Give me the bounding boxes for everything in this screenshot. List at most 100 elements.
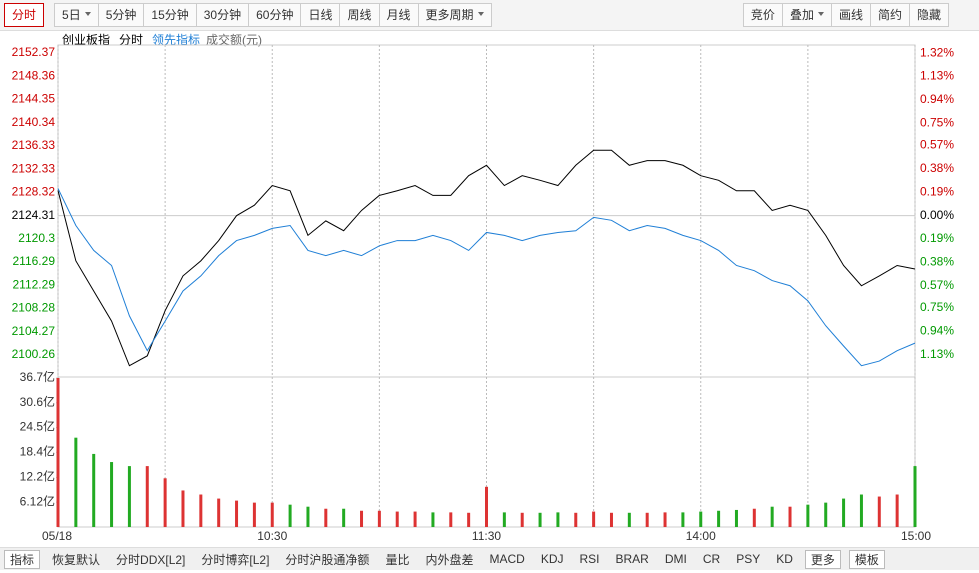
volume-tick-label: 24.5亿	[20, 419, 55, 434]
bottom-tab[interactable]: PSY	[736, 552, 761, 566]
volume-bar	[252, 502, 256, 527]
y-tick-label: 2112.29	[13, 277, 56, 291]
volume-bar	[538, 512, 542, 527]
x-tick-label: 14:00	[686, 529, 716, 543]
y2-tick-label: 0.38%	[920, 255, 954, 269]
legend-mode: 分时	[119, 33, 143, 47]
volume-bar	[377, 510, 381, 527]
bottom-tab[interactable]: 指标	[4, 549, 41, 569]
volume-tick-label: 12.2亿	[20, 469, 55, 484]
y2-tick-label: 0.38%	[920, 161, 954, 175]
volume-bar	[288, 504, 292, 527]
volume-bar	[520, 512, 524, 527]
toolbar-button[interactable]: 60分钟	[248, 3, 302, 27]
bottom-tab[interactable]: 分时DDX[L2]	[116, 552, 186, 567]
volume-bar	[235, 500, 239, 527]
bottom-tab[interactable]: MACD	[489, 552, 525, 566]
volume-bar	[110, 462, 114, 527]
volume-bar	[145, 466, 149, 527]
volume-bar	[270, 502, 274, 527]
bottom-tab[interactable]: KDJ	[540, 552, 564, 566]
toolbar-button[interactable]: 简约	[869, 3, 910, 27]
y-tick-label: 2108.28	[12, 301, 56, 315]
y2-tick-label: 1.13%	[920, 69, 954, 83]
chart: 创业板指 分时 领先指标 成交额(元) 05/18 10:30 11:30 14:00…	[12, 32, 955, 543]
volume-bar	[770, 506, 774, 527]
y-tick-label: 2148.36	[12, 68, 56, 82]
y2-tick-label: 0.19%	[920, 184, 954, 198]
bottom-tab[interactable]: CR	[702, 552, 721, 566]
volume-bar	[502, 512, 506, 527]
volume-bar	[842, 498, 846, 527]
y2-tick-label: 1.13%	[920, 347, 954, 361]
volume-bar	[74, 437, 78, 527]
y-tick-label: 2140.34	[12, 115, 56, 129]
bottom-tab[interactable]: RSI	[579, 552, 600, 566]
volume-bar	[92, 453, 96, 527]
volume-bar	[127, 466, 131, 527]
y-tick-label: 2132.33	[12, 161, 56, 175]
volume-bar	[806, 504, 810, 527]
bottom-tab[interactable]: 分时沪股通净额	[285, 552, 370, 567]
bottom-tab[interactable]: 量比	[385, 552, 410, 567]
y2-tick-label: 0.00%	[920, 208, 954, 222]
legend-volume: 成交额(元)	[206, 32, 262, 47]
y-tick-label: 2104.27	[12, 324, 56, 338]
bottom-tab[interactable]: 内外盘差	[425, 552, 474, 567]
x-tick-label: 15:00	[901, 529, 931, 543]
volume-bar	[56, 378, 60, 527]
y-tick-label: 2100.26	[12, 347, 56, 361]
toolbar-button[interactable]: 日线	[300, 3, 341, 27]
y2-tick-label: 0.94%	[920, 92, 954, 106]
toolbar-button[interactable]: 月线	[378, 3, 419, 27]
volume-bar	[627, 512, 631, 527]
toolbar-button[interactable]: 竞价	[742, 3, 783, 27]
y2-tick-label: 0.75%	[920, 115, 954, 129]
volume-bar	[681, 512, 685, 527]
volume-bar	[306, 506, 310, 527]
toolbar-button[interactable]: 周线	[339, 3, 380, 27]
bottom-tab[interactable]: 分时博弈[L2]	[201, 552, 270, 567]
toolbar-button[interactable]: 隐藏	[908, 3, 949, 27]
y2-tick-label: 0.94%	[920, 324, 954, 338]
volume-bar	[574, 512, 578, 527]
toolbar-button[interactable]: 分时	[4, 3, 45, 27]
toolbar-button[interactable]: 画线	[830, 3, 871, 27]
toolbar-button[interactable]: 叠加	[781, 3, 832, 27]
volume-bar	[752, 508, 756, 527]
volume-bar	[699, 511, 703, 527]
toolbar-button[interactable]: 30分钟	[195, 3, 250, 27]
volume-bar	[824, 502, 828, 527]
toolbar-button[interactable]: 5分钟	[97, 3, 145, 27]
y-tick-label: 2136.33	[12, 138, 56, 152]
x-tick-label: 05/18	[42, 529, 72, 543]
toolbar-button[interactable]: 15分钟	[143, 3, 197, 27]
volume-bar	[342, 508, 346, 527]
volume-bar	[217, 498, 221, 527]
price-line	[57, 149, 916, 367]
volume-tick-label: 30.6亿	[20, 394, 55, 409]
bottom-tab[interactable]: 模板	[848, 549, 885, 569]
bottom-tab[interactable]: BRAR	[615, 552, 649, 566]
bottom-tabs: 指标 恢复默认 分时DDX[L2] 分时博弈[L2] 分时沪股通净额 量比 内外盘差 MACD…	[0, 547, 979, 570]
y2-tick-label: 0.57%	[920, 278, 954, 292]
volume-bar	[877, 496, 881, 527]
legend-lead: 领先指标	[152, 32, 200, 47]
x-tick-label: 10:30	[257, 529, 287, 543]
y-tick-label: 2128.32	[12, 185, 56, 199]
price-line	[57, 188, 916, 367]
toolbar-button[interactable]: 更多周期	[417, 3, 492, 27]
bottom-tab[interactable]: DMI	[664, 552, 687, 566]
y2-tick-label: 1.32%	[920, 45, 954, 59]
bottom-tab[interactable]: 恢复默认	[52, 552, 101, 567]
volume-bar	[431, 512, 435, 527]
volume-bar	[181, 490, 185, 527]
volume-bar	[788, 506, 792, 527]
y-tick-label: 2124.31	[12, 208, 56, 222]
bottom-tab[interactable]: 更多	[804, 549, 841, 569]
volume-bar	[717, 510, 721, 527]
volume-bar	[859, 494, 863, 527]
bottom-tab[interactable]: KD	[776, 552, 793, 566]
volume-bar	[645, 512, 649, 527]
